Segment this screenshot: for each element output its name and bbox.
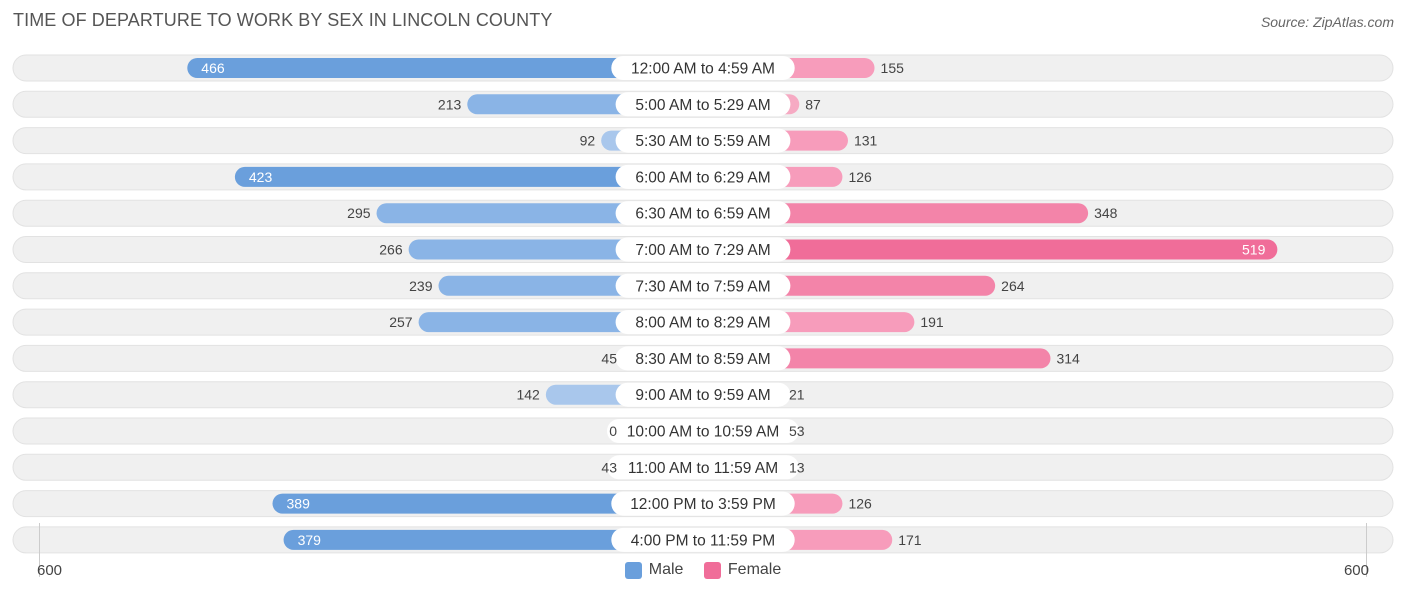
male-bar (234, 166, 703, 187)
source-note: Source: ZipAtlas.com (1260, 14, 1394, 30)
category-pill (611, 491, 795, 516)
female-value-label: 13 (789, 459, 805, 475)
female-value-label: 191 (920, 314, 944, 330)
female-value-label: 126 (848, 496, 872, 512)
female-value-label: 314 (1056, 350, 1080, 366)
male-bar (187, 58, 703, 78)
female-value-label: 155 (881, 60, 905, 76)
legend: Male Female (0, 561, 1406, 584)
category-label: 12:00 PM to 3:59 PM (630, 496, 776, 513)
male-value-label: 239 (409, 278, 433, 294)
legend-label-female: Female (727, 561, 782, 578)
axis-left-label: 600 (37, 562, 63, 579)
category-label: 6:00 AM to 6:29 AM (635, 169, 770, 186)
male-bar (283, 529, 703, 550)
female-value-label: 126 (848, 169, 872, 185)
legend-swatch-male (624, 561, 642, 579)
male-value-label: 295 (347, 205, 371, 221)
category-pill (615, 310, 791, 335)
category-label: 6:30 AM to 6:59 AM (635, 206, 770, 223)
female-value-label: 519 (1242, 242, 1266, 258)
male-value-label: 45 (601, 350, 617, 366)
category-pill (607, 419, 799, 443)
chart-title: TIME OF DEPARTURE TO WORK BY SEX IN LINC… (13, 10, 553, 30)
category-label: 8:00 AM to 8:29 AM (635, 315, 770, 332)
female-bar (703, 203, 1089, 224)
category-pill (615, 128, 791, 153)
male-value-label: 0 (609, 423, 617, 439)
female-value-label: 264 (1001, 278, 1025, 294)
category-pill (607, 455, 799, 480)
category-label: 4:00 PM to 11:59 PM (631, 532, 775, 549)
female-value-label: 87 (805, 96, 821, 112)
category-pill (615, 92, 791, 117)
category-label: 12:00 AM to 4:59 AM (631, 61, 775, 78)
male-value-label: 43 (601, 459, 617, 475)
male-value-label: 92 (580, 133, 596, 149)
legend-item-male[interactable]: Male (624, 561, 684, 579)
category-label: 7:30 AM to 7:59 AM (635, 278, 770, 295)
legend-swatch-female (703, 561, 721, 579)
male-value-label: 379 (298, 532, 322, 548)
category-label: 7:00 AM to 7:29 AM (635, 242, 770, 259)
male-value-label: 257 (389, 314, 413, 330)
female-value-label: 171 (898, 532, 922, 548)
category-label: 9:00 AM to 9:59 AM (635, 387, 770, 404)
female-value-label: 131 (854, 133, 878, 149)
category-pill (615, 164, 791, 189)
category-pill (615, 237, 791, 262)
category-label: 10:00 AM to 10:59 AM (627, 424, 780, 441)
male-value-label: 266 (379, 242, 403, 258)
category-pill (615, 346, 791, 371)
male-value-label: 142 (516, 387, 540, 403)
category-label: 8:30 AM to 8:59 AM (635, 351, 770, 368)
legend-label-male: Male (648, 561, 684, 578)
male-value-label: 389 (287, 496, 311, 512)
axis-right-label: 600 (1343, 562, 1369, 579)
category-label: 5:00 AM to 5:29 AM (635, 97, 770, 114)
female-value-label: 53 (789, 423, 805, 439)
category-pill (615, 273, 791, 298)
male-value-label: 213 (438, 96, 462, 112)
category-pill (615, 382, 791, 407)
female-value-label: 348 (1094, 205, 1118, 221)
category-label: 5:30 AM to 5:59 AM (635, 133, 770, 150)
male-value-label: 423 (249, 169, 273, 185)
legend-item-female[interactable]: Female (703, 561, 782, 579)
category-pill (615, 201, 791, 226)
category-pill (611, 56, 795, 80)
category-pill (611, 527, 795, 552)
male-value-label: 466 (201, 60, 225, 76)
category-label: 11:00 AM to 11:59 AM (628, 460, 778, 477)
female-bar (703, 239, 1278, 260)
female-bar (703, 348, 1051, 369)
female-value-label: 21 (789, 387, 805, 403)
male-bar (272, 493, 703, 514)
